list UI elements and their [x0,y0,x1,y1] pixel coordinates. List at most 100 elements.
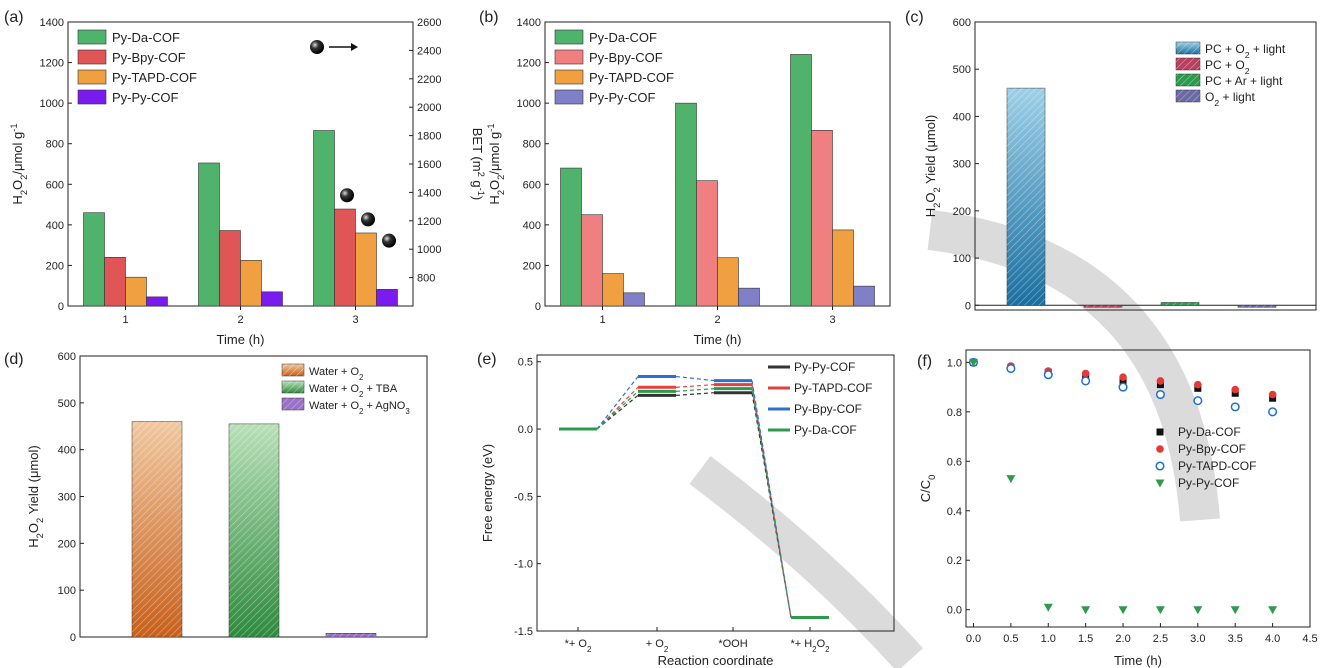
legend-label: Water + O2 + TBA [309,383,398,399]
y-tick-label: -0.5 [514,491,533,503]
y-tick-label: 0 [535,301,541,313]
point-py-bpy-cof [1156,377,1165,385]
x-axis-label: Time (h) [694,332,742,347]
x-tick-label: 3.0 [1190,633,1205,645]
y2-tick-label: 1600 [417,159,441,171]
y-axis-label: H2O2/μmol g-1 [486,123,506,204]
legend-swatch [77,69,107,85]
point-py-py-cof [1118,606,1128,615]
panel-label: (b) [479,9,499,26]
bar-py-py-cof [623,292,645,307]
y-tick-label: 0 [70,632,76,644]
bar-py-tapd-cof [602,273,624,307]
point-py-bpy-cof [1081,369,1090,378]
x-tick-label: *OOH [718,638,747,650]
bet-point [382,233,396,248]
y2-tick-label: 1200 [417,216,441,228]
y-axis-label-segment: C/C [918,480,933,502]
y-tick-label: 0 [965,300,971,312]
y-axis-label: C/C0 [918,475,937,503]
point-py-tapd-cof [1081,376,1091,386]
point-py-py-cof [1230,606,1240,615]
bar-py-tapd-cof [240,260,262,307]
legend-label-segment: 2 [359,390,363,399]
x-tick-label-segment: 2 [664,645,668,654]
legend-label: Water + O2 + AgNO3 [309,400,410,416]
bar-hatch [1238,305,1276,308]
y-tick-label: 600 [58,351,76,363]
legend-label-segment: 2 [1245,50,1250,60]
y-tick-label: 0 [58,301,64,313]
legend-label: Py-TAPD-COF [794,381,872,395]
y-axis-label-segment: H [10,195,25,204]
panel-b-bar-chart: (b) 0 200 400 600 800 1000 1200 1400 1 2 3 Time (h) H… [479,9,891,347]
y-tick-label: 400 [46,220,64,232]
bar-py-py-cof [261,291,283,307]
y-axis-label-segment: 2 [932,203,942,208]
y-tick-label: 0.6 [947,456,962,468]
bar-hatch [1007,88,1045,306]
bet-point [361,212,375,227]
y-tick-label: 800 [46,139,64,151]
legend-label: Py-Da-COF [112,30,180,45]
bar-py-py-cof [146,296,168,307]
y2-axis-label-segment: BET (m [470,128,485,172]
y2-axis-label-segment: g [470,177,485,188]
panel-label: (c) [905,9,924,26]
point-py-py-cof [1268,606,1278,615]
legend-label-segment: + light [1249,42,1285,56]
connector-py-da-cof [675,388,715,392]
y-tick-label: 500 [58,398,76,410]
legend-label-segment: + TBA [363,383,397,395]
point-py-py-cof [1193,606,1203,615]
x-tick-label: 1.0 [1041,633,1056,645]
y-tick-label: 400 [523,220,541,232]
y-axis-label-segment: 2 [19,175,29,180]
legend-label: Py-Da-COF [1178,425,1241,439]
bar-py-py-cof [376,289,398,307]
y-axis-label-segment: H [487,195,502,204]
legend-label-segment: PC + Ar + light [1205,74,1283,88]
legend-label: Py-TAPD-COF [1178,459,1256,473]
y-tick-label: 400 [953,111,971,123]
legend-label: Py-Py-COF [794,360,855,374]
x-tick-label: + O2 [646,638,668,654]
x-tick-label-segment: *OOH [718,638,747,650]
x-tick-label: *+ O2 [565,638,592,654]
connector-py-da-cof [751,388,792,618]
y-tick-label: -1.5 [514,626,533,638]
x-axis-label: Time (h) [1114,653,1162,668]
y-tick-label: 1200 [517,58,541,70]
y-tick-label: 100 [58,585,76,597]
y-tick-label: 500 [953,64,971,76]
bar-hatch [1161,302,1199,306]
y-tick-label: 1.0 [947,357,962,369]
point-py-py-cof [1155,606,1165,615]
x-tick-label: 2.5 [1153,633,1168,645]
bar-py-bpy-cof [811,130,833,307]
panel-label: (e) [477,351,497,368]
y-axis-label-segment: 2 [19,190,29,195]
y-tick-label: 200 [953,206,971,218]
y-tick-label: 600 [953,17,971,29]
point-py-tapd-cof [1006,363,1016,374]
legend-label-segment: Water + O [309,383,359,395]
y-tick-label: -1.0 [514,559,533,571]
y-tick-label: 300 [58,492,76,504]
y2-tick-label: 2600 [417,17,441,29]
legend-swatch [554,29,584,45]
legend-swatch-hatch [1176,90,1200,102]
bar-hatch [229,423,279,637]
axes-frame [965,349,1311,628]
connector-py-tapd-cof [675,384,715,388]
y-axis-label-segment: H [26,538,41,547]
legend-label-segment: 2 [1245,66,1250,76]
bar-py-tapd-cof [355,232,377,307]
legend-label-segment: PC + O [1205,42,1245,56]
y-axis-label-segment: /μmol g [10,132,25,175]
y2-axis-label-segment: ) [470,196,485,200]
legend-label: Py-Py-COF [589,90,656,105]
point-py-bpy-cof [1231,385,1240,394]
x-tick-label: 1 [122,314,128,326]
